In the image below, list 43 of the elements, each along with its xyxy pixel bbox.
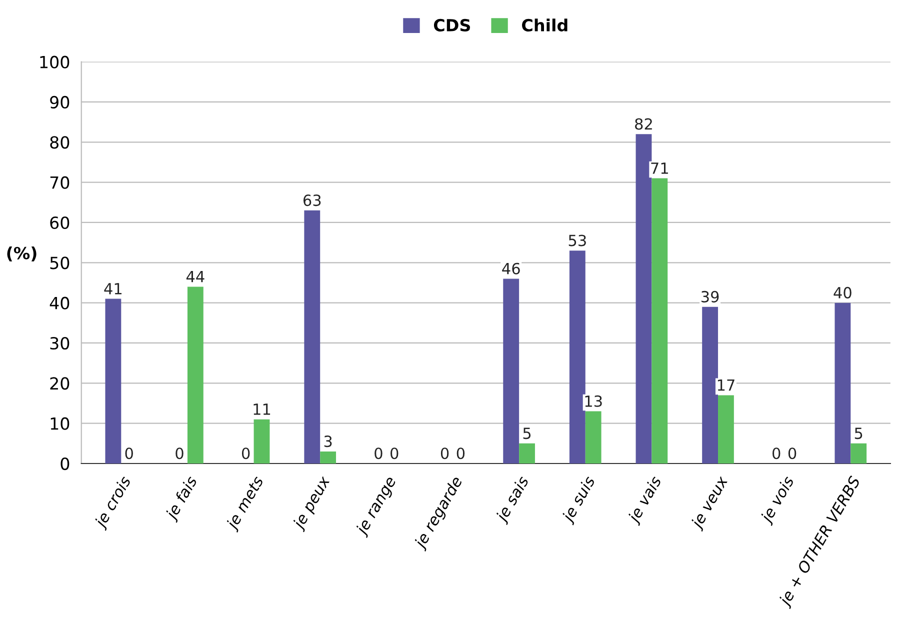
legend-label: CDS [434,18,470,32]
data-label: 0 [788,448,796,460]
data-label: 0 [125,448,133,460]
y-tick-label: 100 [40,56,70,68]
data-label: 39 [702,290,719,302]
data-label: 46 [502,262,520,274]
y-tick-label: 80 [50,136,70,149]
data-label: 0 [440,448,449,460]
y-tick-label: 60 [50,216,70,230]
data-label: 17 [718,380,734,391]
y-tick-label: 30 [50,336,70,350]
data-label: 44 [186,271,204,282]
data-label: 11 [254,404,270,415]
y-tick-label: 10 [50,417,70,430]
data-label: 5 [523,428,531,440]
bar [585,411,602,464]
data-label: 3 [324,436,332,448]
data-label: 0 [456,448,465,460]
y-tick-label: 40 [50,296,70,310]
y-axis-title: (%) [7,246,36,262]
data-label: 5 [854,428,862,440]
data-label: 0 [176,448,184,460]
data-label: 53 [568,234,586,246]
bar [702,306,718,464]
data-label: 0 [242,448,250,460]
y-tick-label: 90 [50,96,70,109]
data-label: 40 [834,286,852,298]
data-label: 82 [635,118,652,130]
y-tick-label: 50 [50,256,70,270]
data-label: 0 [390,448,398,460]
bar [503,278,520,464]
y-tick-label: 20 [50,377,70,390]
y-tick-label: 0 [60,457,70,470]
data-label: 0 [374,448,382,460]
data-label: 71 [651,162,668,174]
data-label: 41 [104,283,122,294]
bar [652,178,668,464]
data-label: 13 [585,395,602,407]
y-tick-label: 70 [50,176,70,189]
legend-label: Child [522,18,568,32]
bar [834,302,851,464]
data-label: 63 [303,194,321,206]
data-label: 0 [772,448,780,460]
